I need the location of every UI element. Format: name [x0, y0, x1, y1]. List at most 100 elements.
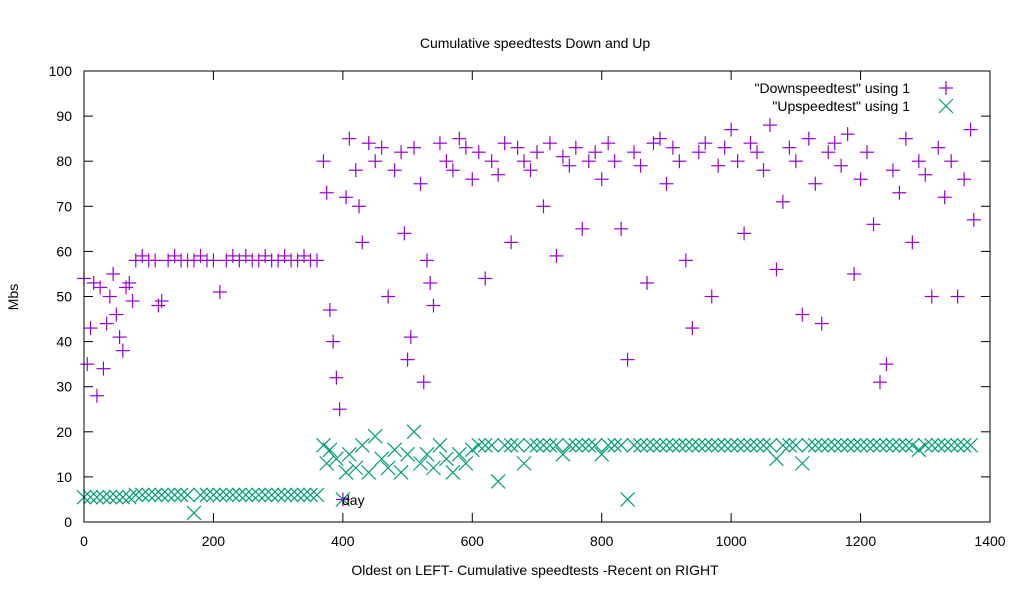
up-point	[225, 487, 241, 503]
up-point	[432, 437, 448, 453]
down-point	[957, 172, 972, 187]
down-point	[568, 140, 583, 155]
chart-title: Cumulative speedtests Down and Up	[420, 35, 651, 51]
up-point	[937, 437, 953, 453]
up-point	[516, 455, 532, 471]
y-tick-label: 90	[56, 108, 72, 124]
up-point	[406, 424, 422, 440]
down-point	[471, 145, 486, 160]
up-point	[400, 446, 415, 462]
up-point	[270, 487, 286, 503]
up-point	[257, 487, 273, 503]
up-point	[497, 437, 513, 453]
down-point	[678, 253, 693, 268]
up-point	[477, 437, 493, 453]
up-point	[730, 437, 746, 453]
plot-border	[83, 70, 991, 523]
legend-label-up: "Upspeedtest" using 1	[772, 98, 910, 114]
x-tick-label: 1400	[974, 533, 1005, 549]
down-point	[332, 402, 347, 417]
down-point	[316, 154, 331, 169]
down-point	[659, 176, 674, 191]
up-point	[231, 487, 247, 503]
down-point	[711, 158, 726, 173]
down-point	[416, 375, 431, 390]
up-point	[102, 489, 118, 505]
up-point	[943, 437, 959, 453]
up-point	[866, 437, 881, 453]
up-point	[820, 437, 836, 453]
down-point	[148, 253, 163, 268]
up-point	[594, 446, 610, 462]
up-point	[652, 437, 668, 453]
down-point	[212, 284, 227, 299]
y-tick-label: 70	[56, 198, 72, 214]
down-point	[931, 140, 946, 155]
up-point	[659, 437, 674, 453]
down-point	[491, 167, 506, 182]
y-tick-label: 100	[49, 63, 73, 79]
data-marks	[76, 118, 981, 521]
down-point	[788, 154, 803, 169]
up-point	[296, 487, 312, 503]
down-point	[361, 136, 376, 151]
down-point	[730, 154, 745, 169]
up-point	[548, 437, 564, 453]
up-point	[781, 437, 797, 453]
down-point	[99, 316, 114, 331]
down-point	[924, 289, 939, 304]
x-tick-label: 1000	[716, 533, 747, 549]
x-tick-label: 1200	[845, 533, 876, 549]
down-point	[368, 154, 383, 169]
down-point	[775, 194, 790, 209]
down-point	[853, 172, 868, 187]
down-point	[96, 361, 111, 376]
down-point	[329, 370, 344, 385]
down-point	[510, 140, 525, 155]
up-point	[704, 437, 720, 453]
up-point	[736, 437, 752, 453]
down-point	[322, 303, 337, 318]
up-point	[710, 437, 726, 453]
down-point	[484, 154, 499, 169]
x-tick-label: 400	[331, 533, 355, 549]
up-point	[697, 437, 713, 453]
up-point	[95, 489, 111, 505]
up-point	[775, 437, 791, 453]
down-point	[672, 154, 687, 169]
up-point	[335, 492, 351, 507]
down-point	[652, 131, 667, 146]
up-point	[853, 437, 868, 453]
down-point	[206, 253, 221, 268]
down-point	[309, 253, 324, 268]
down-point	[782, 140, 797, 155]
up-point	[445, 464, 461, 480]
down-point	[352, 199, 367, 214]
down-point	[575, 221, 590, 236]
up-point	[620, 492, 636, 507]
down-point	[808, 176, 823, 191]
down-point	[801, 131, 816, 146]
down-point	[458, 140, 473, 155]
up-point	[413, 455, 428, 471]
up-point	[212, 487, 228, 503]
up-point	[199, 487, 215, 503]
up-point	[529, 437, 545, 453]
up-point	[769, 451, 784, 467]
up-point	[303, 487, 318, 503]
up-point	[341, 446, 357, 462]
up-point	[749, 437, 765, 453]
down-point	[827, 136, 842, 151]
up-point	[885, 437, 901, 453]
up-point	[600, 437, 616, 453]
up-point	[762, 437, 778, 453]
down-point	[549, 248, 564, 263]
down-point	[426, 298, 441, 313]
up-point	[917, 437, 933, 453]
up-point	[115, 489, 131, 505]
down-point	[80, 357, 95, 372]
legend: "Downspeedtest" using 1 "Upspeedtest" us…	[755, 80, 954, 114]
down-point	[685, 321, 700, 336]
y-axis-label: Mbs	[5, 284, 21, 310]
up-point	[244, 487, 260, 503]
